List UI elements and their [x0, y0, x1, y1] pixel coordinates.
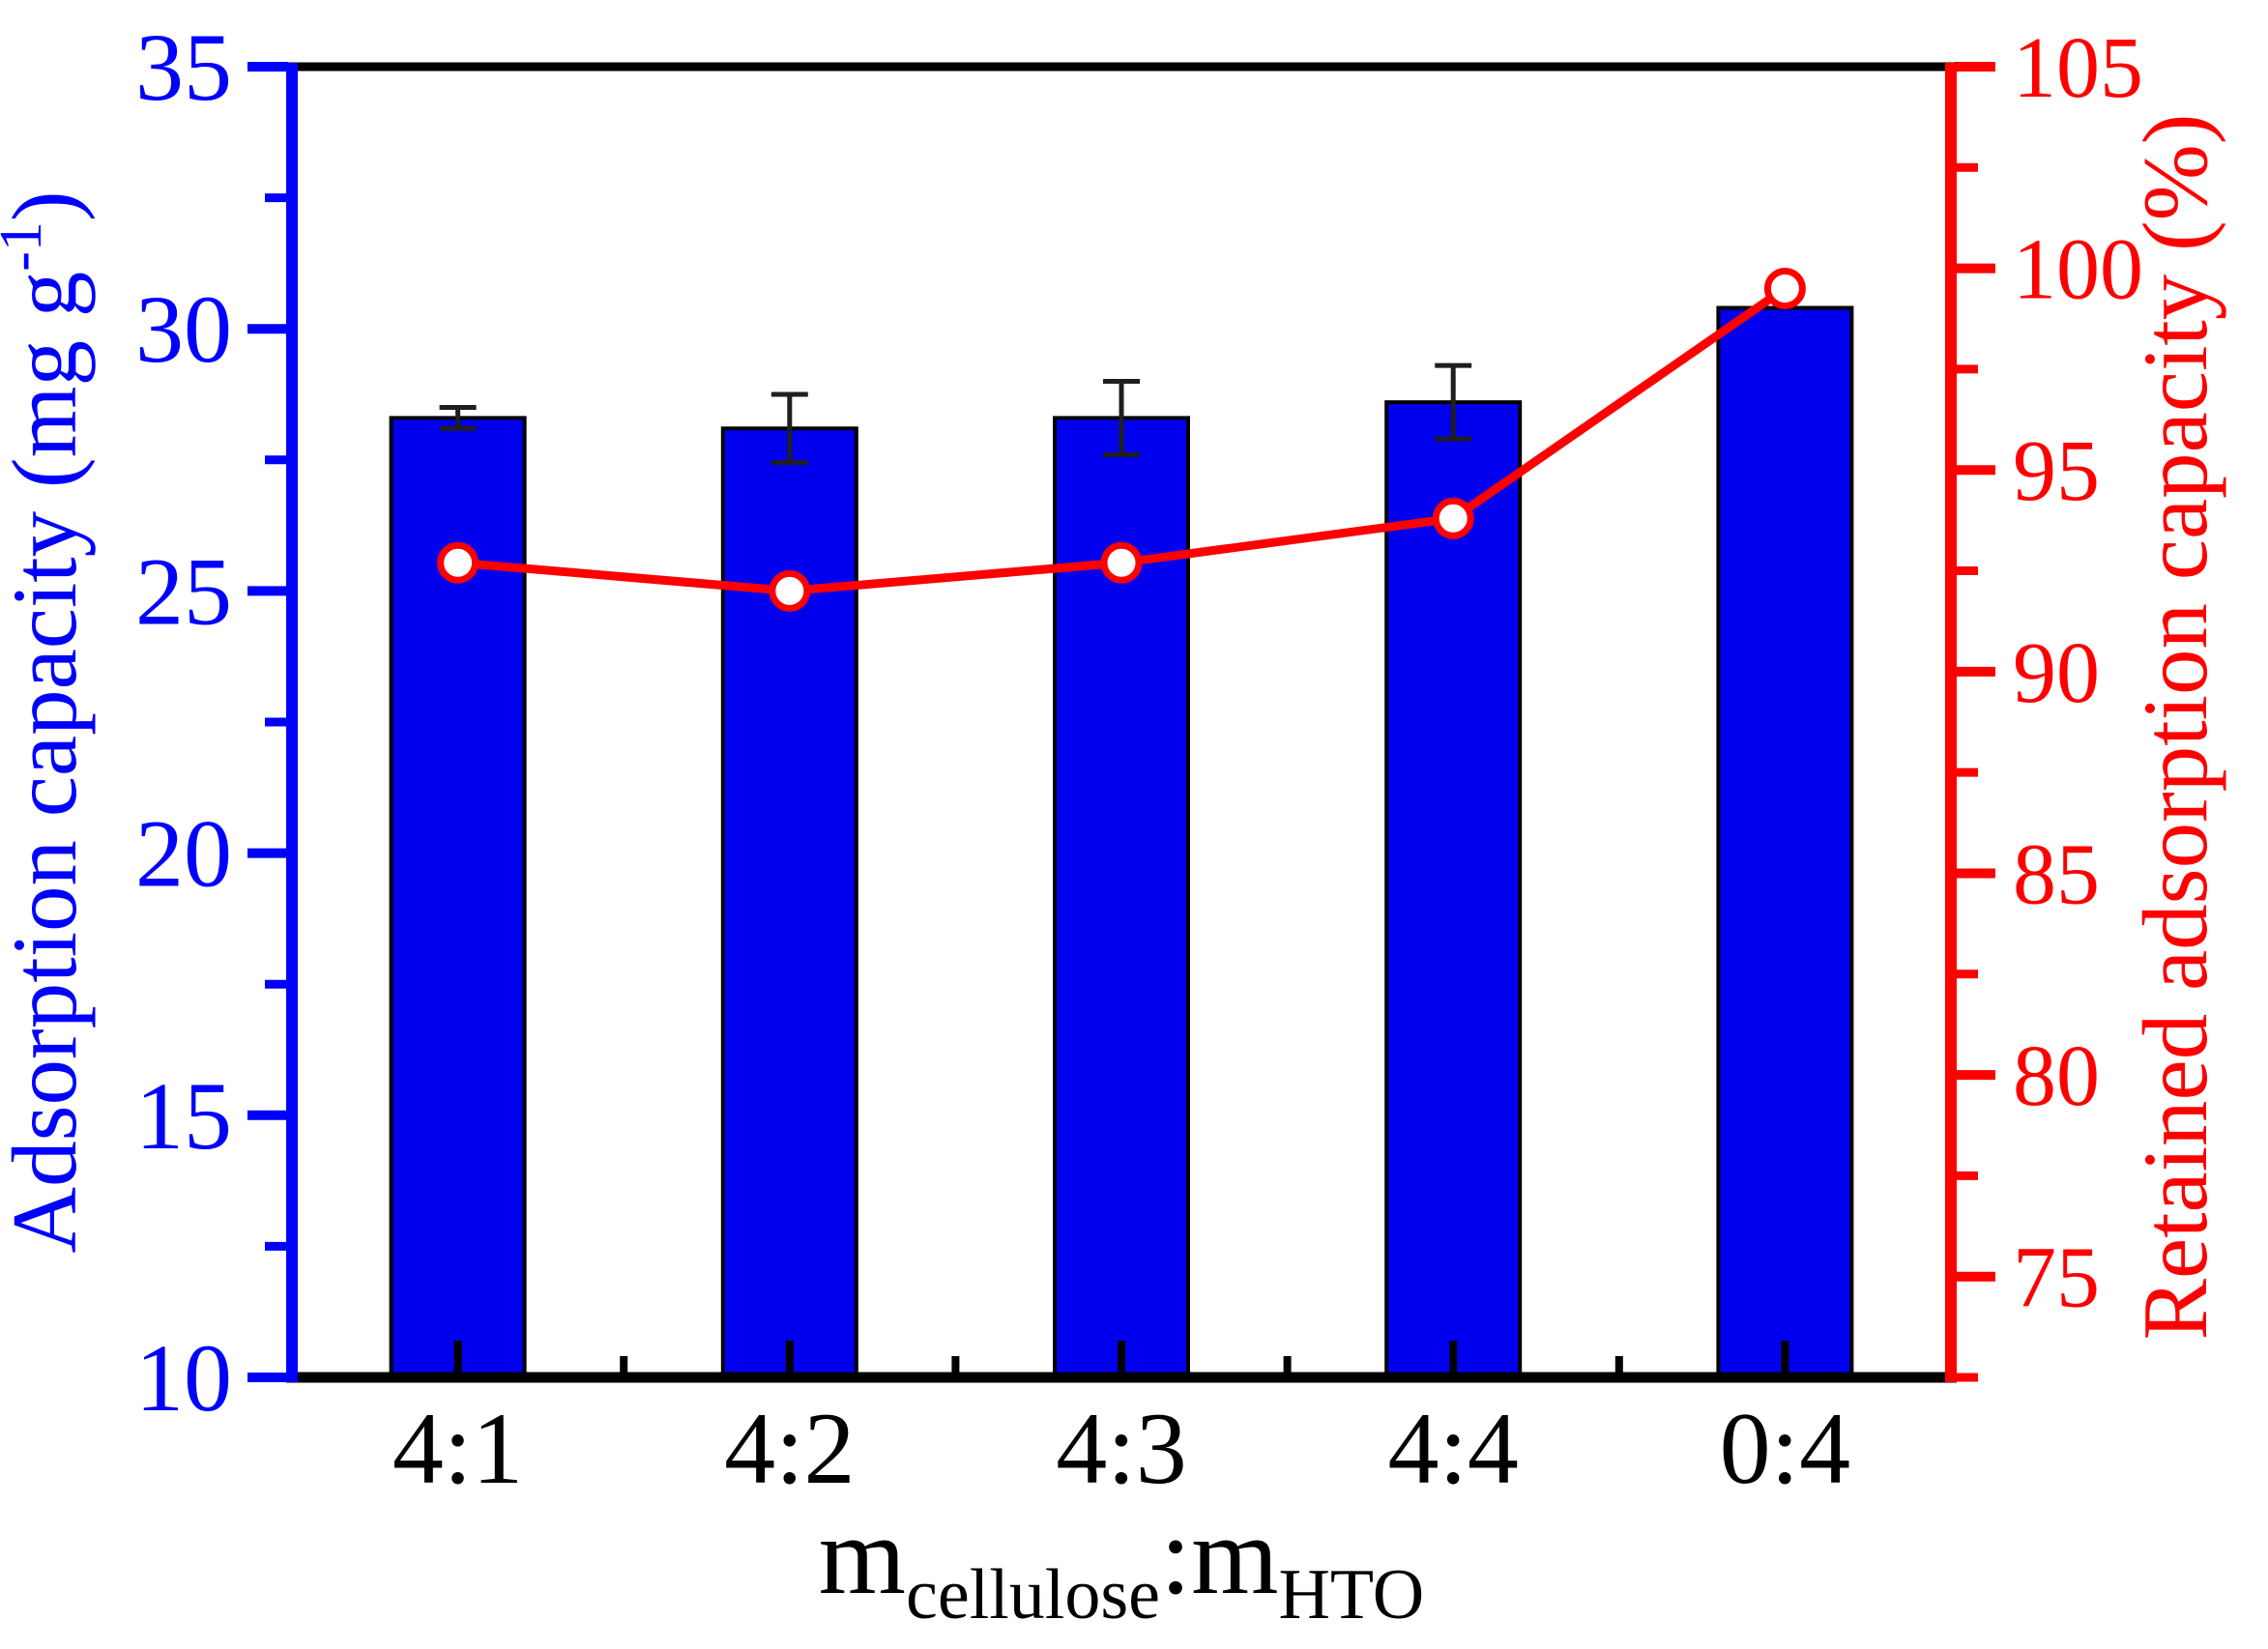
- marker-4:2: [769, 569, 811, 612]
- right-tick-label-90: 90: [2013, 625, 2100, 721]
- x-tick-label-4:2: 4:2: [724, 1392, 855, 1505]
- marker-4:1: [437, 541, 480, 584]
- right-tick-label-95: 95: [2013, 423, 2100, 519]
- left-tick-label-10: 10: [135, 1324, 232, 1432]
- marker-4:4: [1432, 497, 1474, 539]
- left-tick-label-30: 30: [135, 275, 232, 383]
- x-tick-label-0:4: 0:4: [1720, 1392, 1850, 1505]
- right-tick-label-100: 100: [2013, 222, 2143, 318]
- error-bar-4:3: [1103, 378, 1140, 457]
- error-bar-4:2: [771, 391, 808, 466]
- marker-0:4: [1763, 267, 1806, 309]
- right-axis-title: Retained adsorption capacity (%): [2124, 114, 2226, 1341]
- x-tick-label-4:4: 4:4: [1387, 1392, 1518, 1505]
- marker-4:3: [1100, 541, 1143, 584]
- x-axis-title: mcellulose:mHTO: [819, 1494, 1424, 1635]
- x-tick-label-4:3: 4:3: [1056, 1392, 1186, 1505]
- error-bar-4:4: [1435, 362, 1472, 442]
- left-tick-label-25: 25: [135, 537, 232, 645]
- left-tick-label-15: 15: [135, 1062, 232, 1170]
- right-tick-label-85: 85: [2013, 826, 2100, 922]
- right-tick-label-105: 105: [2013, 20, 2143, 116]
- right-tick-label-80: 80: [2013, 1028, 2100, 1124]
- right-tick-label-75: 75: [2013, 1230, 2100, 1326]
- error-bar-4:1: [439, 405, 477, 431]
- left-tick-label-20: 20: [135, 800, 232, 908]
- left-axis-title: Adsorption capacity (mg g-1): [0, 190, 96, 1253]
- x-tick-label-4:1: 4:1: [393, 1392, 523, 1505]
- bar-4:4: [1384, 400, 1523, 1379]
- left-tick-label-35: 35: [135, 14, 232, 121]
- bar-0:4: [1716, 305, 1854, 1379]
